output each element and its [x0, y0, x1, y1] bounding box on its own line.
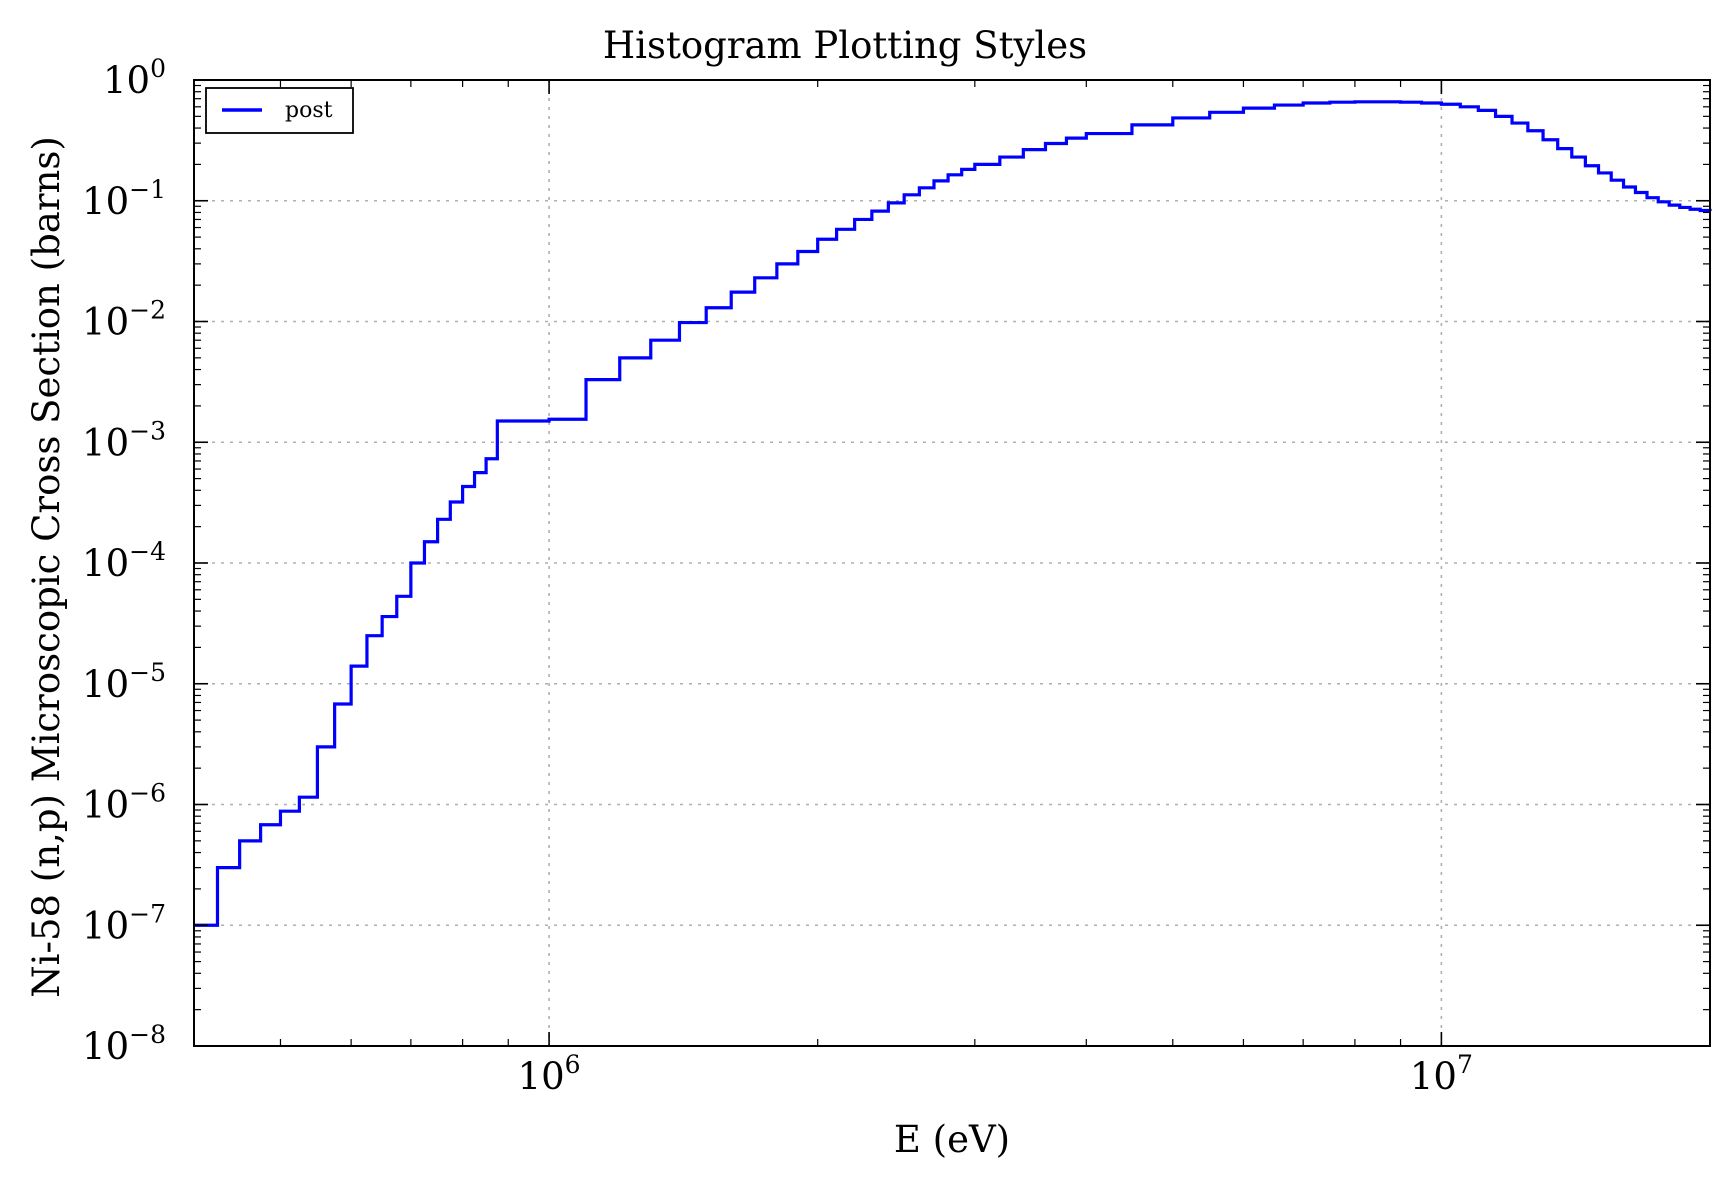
series-layer [194, 100, 1712, 927]
legend-label: post [285, 98, 333, 123]
y-tick-label: 100 [103, 54, 166, 102]
x-axis-label: E (eV) [894, 1118, 1010, 1161]
series-line-post [194, 100, 1712, 927]
y-tick-label: 10−5 [82, 658, 166, 706]
y-tick-label: 10−6 [82, 779, 166, 827]
y-axis-label: Ni-58 (n,p) Microscopic Cross Section (b… [25, 136, 68, 998]
y-tick-label: 10−8 [82, 1020, 166, 1068]
y-tick-label: 10−4 [82, 537, 166, 585]
y-tick-label: 10−2 [82, 296, 166, 344]
major-ticks-layer [194, 79, 1710, 1047]
chart-title: Histogram Plotting Styles [603, 24, 1087, 67]
minor-ticks-layer [194, 80, 1710, 1046]
y-tick-label: 10−3 [82, 416, 166, 464]
y-tick-label: 10−7 [82, 899, 166, 947]
legend: post [205, 87, 354, 134]
y-tick-label: 10−1 [82, 175, 166, 223]
tick-labels-layer: 10−8 10−7 10−6 10−5 10−4 10−3 10−2 10−1 100 106 10… [82, 54, 1473, 1098]
x-tick-label: 106 [518, 1050, 581, 1098]
x-tick-label: 107 [1410, 1050, 1473, 1098]
grid-layer [194, 80, 1710, 1046]
